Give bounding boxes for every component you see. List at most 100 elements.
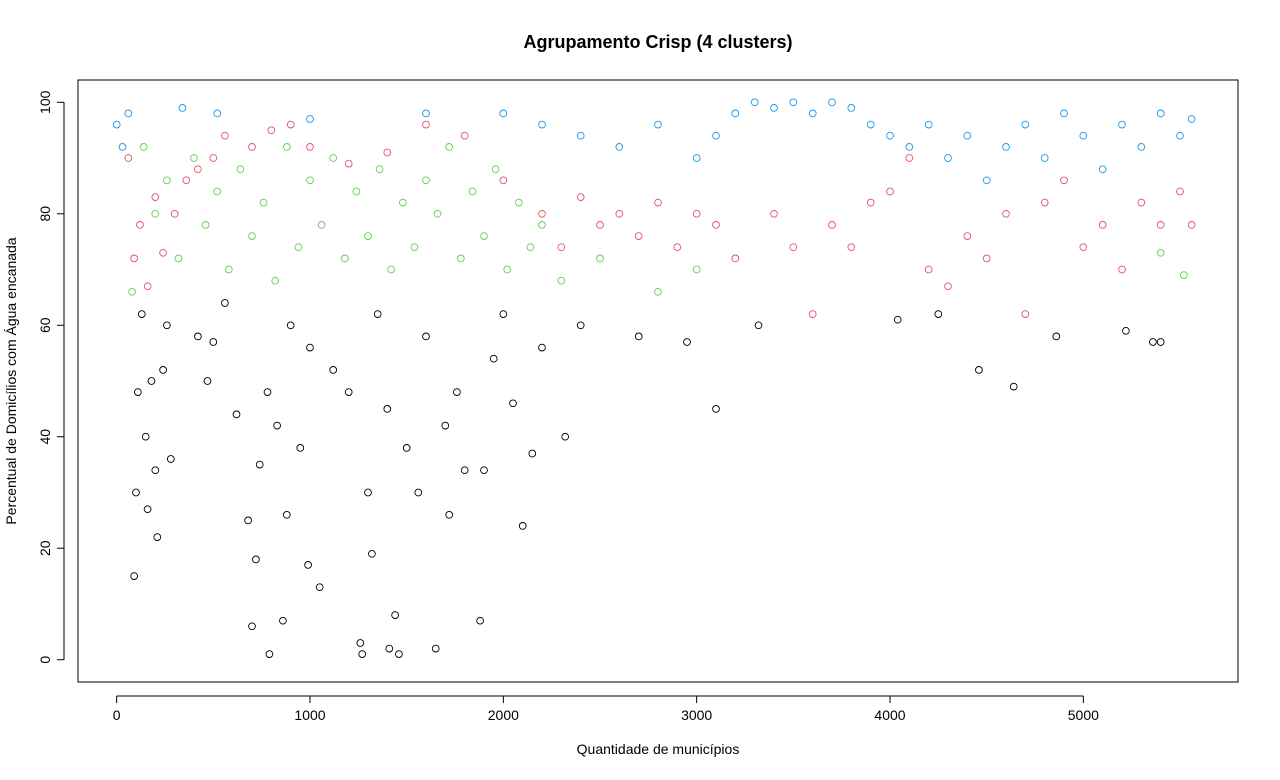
data-point <box>1156 221 1165 229</box>
data-point <box>209 338 218 346</box>
data-point <box>754 321 763 330</box>
y-axis: 0 20 40 60 80 100 <box>37 90 65 664</box>
data-point <box>654 287 662 296</box>
data-point <box>344 388 353 396</box>
data-point <box>124 154 133 162</box>
data-point <box>151 193 160 201</box>
data-point <box>1021 120 1030 129</box>
data-point <box>201 221 210 229</box>
data-point <box>221 299 229 307</box>
data-point <box>1176 187 1184 196</box>
data-point <box>1098 165 1107 174</box>
x-tick-label: 5000 <box>1068 707 1099 723</box>
data-point <box>410 243 419 252</box>
data-point <box>518 522 527 530</box>
data-point <box>306 343 314 352</box>
data-point <box>402 444 411 452</box>
data-point <box>692 209 701 218</box>
data-point <box>770 209 778 218</box>
data-point <box>265 650 274 658</box>
data-point <box>391 611 399 619</box>
x-axis: 0 1000 2000 3000 4000 5000 <box>113 695 1099 723</box>
data-point <box>654 120 662 129</box>
data-point <box>383 405 392 413</box>
data-point <box>480 232 488 240</box>
data-point <box>982 254 991 263</box>
data-point <box>1002 143 1010 151</box>
data-point <box>166 455 175 463</box>
data-point <box>712 221 720 229</box>
data-point <box>252 555 260 564</box>
data-point <box>750 98 759 107</box>
data-point <box>445 510 454 519</box>
data-point <box>213 187 222 196</box>
data-point <box>576 321 585 330</box>
data-point <box>692 154 701 162</box>
data-point <box>244 516 252 525</box>
data-point <box>194 165 202 174</box>
data-point <box>431 644 440 653</box>
data-point <box>489 354 498 363</box>
data-point <box>271 276 280 285</box>
data-point <box>847 243 856 252</box>
data-point <box>282 510 291 519</box>
data-point <box>364 232 372 240</box>
data-point <box>132 488 140 497</box>
data-point <box>286 120 295 129</box>
data-point <box>1118 120 1126 129</box>
data-point <box>151 466 160 475</box>
plot-area-border <box>77 79 1239 683</box>
data-point <box>1156 109 1165 118</box>
data-point <box>124 109 133 118</box>
data-point <box>137 310 146 318</box>
data-point <box>143 282 152 291</box>
x-tick-label: 1000 <box>294 707 325 723</box>
data-point <box>576 193 585 201</box>
data-point <box>317 221 326 229</box>
x-axis-label: Quantidade de municípios <box>577 741 740 757</box>
data-point <box>847 104 856 112</box>
data-point <box>634 332 643 341</box>
data-point <box>263 388 272 396</box>
data-point <box>1060 109 1068 118</box>
data-point <box>422 120 430 129</box>
data-point <box>460 466 469 475</box>
data-point <box>139 143 148 151</box>
data-point <box>232 410 241 419</box>
data-point <box>456 254 465 263</box>
data-point <box>596 254 604 263</box>
data-point <box>296 444 305 452</box>
data-point <box>306 176 314 185</box>
data-point <box>480 466 488 475</box>
data-point <box>1060 176 1068 185</box>
data-point <box>499 310 508 318</box>
data-point <box>944 282 952 291</box>
data-point <box>905 154 914 162</box>
data-point <box>340 254 349 263</box>
data-point <box>654 198 662 207</box>
data-point <box>224 265 233 274</box>
data-point <box>221 131 229 140</box>
data-point <box>306 115 314 123</box>
data-point <box>352 187 361 196</box>
data-point <box>982 176 991 185</box>
data-point <box>503 265 512 274</box>
data-point <box>1137 143 1146 151</box>
data-point <box>460 131 469 140</box>
data-point <box>808 109 817 118</box>
data-point <box>692 265 701 274</box>
data-point <box>468 187 477 196</box>
data-point <box>147 377 156 385</box>
data-point <box>789 243 798 252</box>
data-point <box>1187 115 1196 123</box>
data-point <box>453 388 461 396</box>
data-point <box>509 399 517 408</box>
data-point <box>373 310 382 318</box>
data-point <box>194 332 202 341</box>
data-point <box>963 232 972 240</box>
data-point <box>491 165 500 174</box>
data-point <box>557 276 566 285</box>
data-point <box>944 154 952 162</box>
data-point <box>1137 198 1146 207</box>
